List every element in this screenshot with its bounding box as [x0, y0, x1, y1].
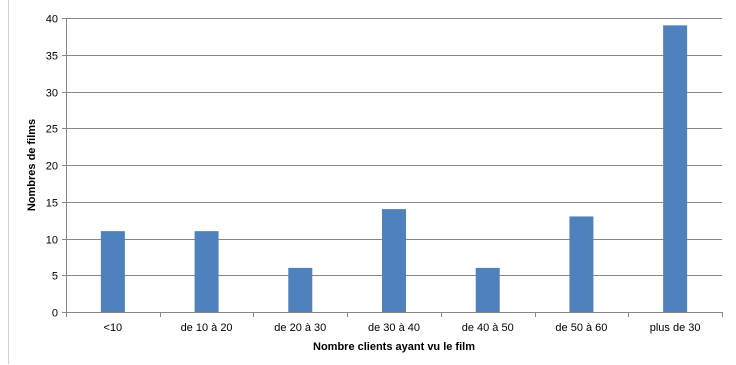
x-axis-title: Nombre clients ayant vu le film: [313, 341, 475, 353]
bar-1: [194, 231, 219, 312]
y-tick-label-5: 5: [52, 271, 58, 283]
y-tick-label-10: 10: [46, 235, 58, 247]
chart-frame: [8, 0, 735, 364]
bars: [100, 25, 688, 312]
x-tick-label-5: de 50 à 60: [555, 322, 607, 334]
gridlines: [66, 18, 722, 276]
y-tick-label-15: 15: [46, 198, 58, 210]
x-tick-label-2: de 20 à 30: [274, 322, 326, 334]
bar-6: [663, 25, 688, 312]
bar-3: [382, 209, 406, 312]
x-tick-labels: <10 de 10 à 20 de 20 à 30 de 30 à 40 de 40 à…: [104, 322, 701, 334]
y-tick-label-25: 25: [46, 124, 58, 136]
y-tick-label-20: 20: [46, 161, 58, 173]
y-tick-label-40: 40: [46, 14, 58, 26]
y-tick-label-30: 30: [46, 88, 58, 100]
x-tick-label-4: de 40 à 50: [462, 322, 514, 334]
axes: [62, 18, 723, 317]
y-axis-title: Nombres de films: [26, 119, 38, 211]
bar-2: [288, 267, 313, 312]
x-tick-label-3: de 30 à 40: [368, 322, 420, 334]
y-tick-labels: 0 5 10 15 20 25 30 35 40: [46, 14, 58, 320]
y-tick-label-0: 0: [52, 308, 58, 320]
bar-5: [569, 216, 594, 312]
x-tick-label-0: <10: [104, 322, 123, 334]
x-tick-label-1: de 10 à 20: [181, 322, 233, 334]
bar-4: [475, 267, 500, 312]
bar-0: [100, 231, 125, 312]
x-tick-label-6: plus de 30: [650, 322, 701, 334]
y-tick-label-35: 35: [46, 51, 58, 63]
